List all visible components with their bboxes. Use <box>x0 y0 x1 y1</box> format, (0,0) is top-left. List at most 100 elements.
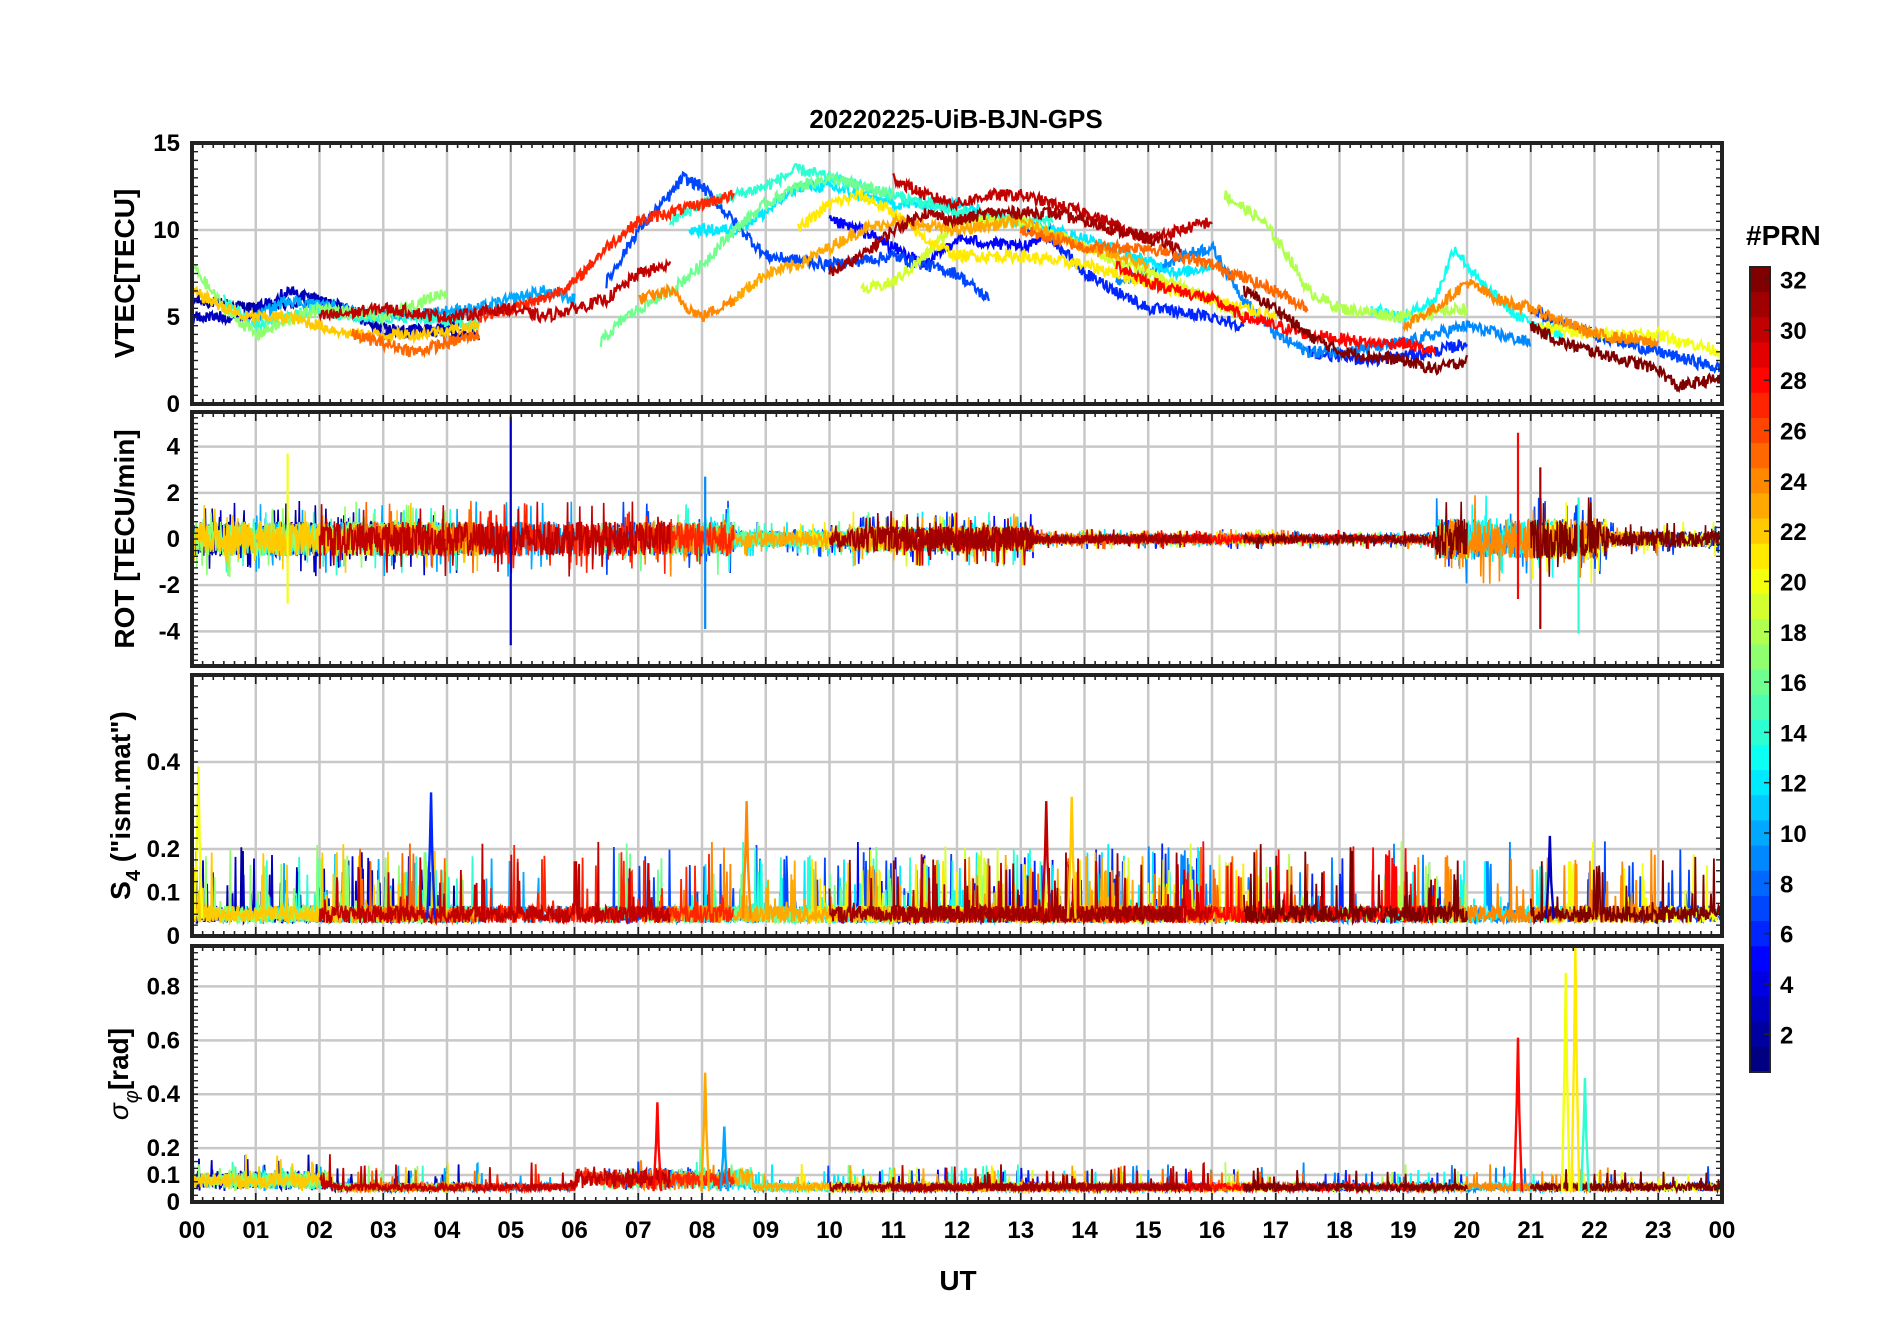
y-tick-label: 0.2 <box>147 1135 180 1162</box>
x-tick-label: 17 <box>1262 1217 1289 1244</box>
colorbar-segment <box>1750 921 1770 947</box>
x-tick-label: 13 <box>1007 1217 1034 1244</box>
panel-frame <box>190 410 1724 668</box>
panel-rot: -4 -2 0 2 4 ROT [TECU/min] <box>109 410 1724 668</box>
x-axis: 00 01 02 03 04 05 06 07 08 09 10 11 12 13 14 15 16 17 18 19… <box>179 1217 1736 1244</box>
x-tick-label: 18 <box>1326 1217 1353 1244</box>
colorbar-tick-label: 18 <box>1780 620 1807 647</box>
s4-line-prn-32 <box>1243 844 1468 926</box>
vtec-line-prn-24 <box>637 282 735 322</box>
y-tick-label: 0.6 <box>147 1027 180 1054</box>
y-tick-label: 15 <box>153 130 180 157</box>
colorbar-segment <box>1750 342 1770 369</box>
panel-data <box>192 766 1722 926</box>
colorbar-tick-label: 16 <box>1780 670 1807 697</box>
y-axis-label: VTEC[TECU] <box>109 189 140 359</box>
sigma_phi-peak <box>1512 1037 1524 1192</box>
panel-data <box>192 416 1722 646</box>
y-tick-label: 0.4 <box>147 1081 181 1108</box>
panel-frame <box>190 673 1724 938</box>
y-tick-label: 0 <box>167 526 180 553</box>
panel-frame <box>190 944 1724 1204</box>
colorbar-label: #PRN <box>1746 220 1821 251</box>
s4-peak <box>1066 796 1077 919</box>
vtec-line-prn-9 <box>1115 240 1532 362</box>
y-tick-label: 0 <box>167 1189 180 1216</box>
vtec-line-prn-22 <box>192 284 480 345</box>
y-axis-label: σφ[rad] <box>103 1028 143 1120</box>
x-tick-label: 07 <box>625 1217 652 1244</box>
colorbar-segment <box>1750 594 1770 620</box>
colorbar-tick-label: 4 <box>1780 972 1794 999</box>
s4-line-prn-30 <box>318 841 671 926</box>
x-tick-label: 22 <box>1581 1217 1608 1244</box>
colorbar-tick-label: 12 <box>1780 771 1807 798</box>
colorbar-segment <box>1750 317 1770 344</box>
vtec-line-prn-32 <box>1242 285 1469 376</box>
colorbar-segment <box>1750 518 1770 545</box>
sigma_phi-peak <box>700 1072 711 1192</box>
s4-line-prn-32 <box>1529 856 1722 926</box>
s4-line-prn-31 <box>828 852 1181 926</box>
y-axis-label: S4 ("ism.mat") <box>105 711 145 900</box>
colorbar-segment <box>1750 744 1770 771</box>
colorbar-segment <box>1750 1046 1770 1073</box>
vtec-line-prn-30 <box>318 257 672 326</box>
colorbar-segment <box>1750 770 1770 796</box>
panel-data <box>192 163 1722 394</box>
panel-sigma_phi: 00.10.2 0.4 0.6 0.8 σφ[rad] <box>103 944 1724 1216</box>
x-axis-label: UT <box>939 1265 976 1296</box>
y-tick-label: 5 <box>167 304 180 331</box>
colorbar-segment <box>1750 417 1770 444</box>
y-tick-label: 0.2 <box>147 836 180 863</box>
colorbar-tick-label: 32 <box>1780 268 1807 295</box>
x-tick-label: 01 <box>242 1217 269 1244</box>
vtec-line-prn-19 <box>860 211 1245 323</box>
y-tick-label: 0.1 <box>147 1162 180 1189</box>
y-tick-label: -2 <box>159 572 180 599</box>
colorbar-tick-label: 2 <box>1780 1022 1793 1049</box>
x-tick-label: 02 <box>306 1217 333 1244</box>
y-tick-label: 4 <box>167 434 181 461</box>
vtec-line-prn-31 <box>828 204 1182 277</box>
x-tick-label: 19 <box>1390 1217 1417 1244</box>
colorbar-segment <box>1750 644 1770 671</box>
colorbar-segment <box>1750 719 1770 746</box>
vtec-line-prn-30 <box>892 172 1213 244</box>
vtec-line-prn-16 <box>599 172 894 348</box>
y-tick-label: 2 <box>167 480 180 507</box>
x-tick-label: 04 <box>434 1217 461 1244</box>
vtec-line-prn-25 <box>1019 225 1309 313</box>
x-tick-label: 12 <box>944 1217 971 1244</box>
colorbar-segment <box>1750 267 1770 293</box>
x-tick-label: 16 <box>1199 1217 1226 1244</box>
y-tick-label: 0 <box>167 391 180 418</box>
colorbar-segment <box>1750 895 1770 922</box>
y-tick-label: 0.4 <box>147 749 181 776</box>
x-tick-label: 11 <box>881 1217 906 1244</box>
vtec-line-prn-25 <box>350 328 480 359</box>
s4-line-prn-24 <box>1402 849 1660 926</box>
x-tick-label: 00 <box>179 1217 206 1244</box>
y-axis-label: ROT [TECU/min] <box>109 429 140 648</box>
sigma_phi-peak <box>652 1102 663 1192</box>
colorbar-segment <box>1750 845 1770 872</box>
colorbar-tick-label: 28 <box>1780 368 1807 395</box>
colorbar-segment <box>1750 292 1770 318</box>
x-tick-label: 09 <box>752 1217 779 1244</box>
y-tick-label: 0.1 <box>147 880 180 907</box>
colorbar-tick-label: 6 <box>1780 922 1793 949</box>
x-tick-label: 15 <box>1135 1217 1162 1244</box>
sigma_phi-line-prn-30 <box>892 1161 1213 1195</box>
colorbar-segment <box>1750 694 1770 721</box>
sigma_phi-peak <box>1579 1078 1590 1192</box>
vtec-line-prn-27 <box>478 189 735 324</box>
sigma_phi-peak <box>1560 972 1571 1192</box>
colorbar-tick-label: 22 <box>1780 519 1807 546</box>
vtec-line-prn-32 <box>1529 321 1722 394</box>
x-tick-label: 23 <box>1645 1217 1672 1244</box>
s4-peak <box>741 801 752 919</box>
